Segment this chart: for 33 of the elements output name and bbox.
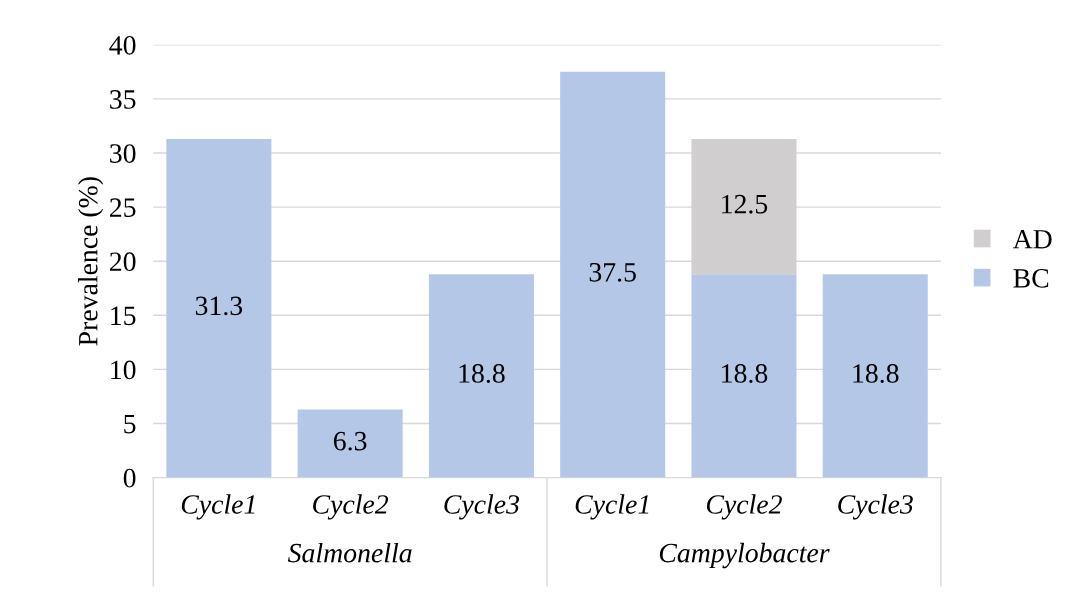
y-tick-label: 40	[109, 35, 136, 55]
x-tick-label: Cycle1	[575, 494, 649, 520]
y-tick-label: 5	[124, 414, 136, 434]
x-tick-label: Cycle1	[181, 494, 255, 520]
data-label: 6.3	[333, 431, 367, 451]
text: Campylobacter	[659, 542, 830, 569]
y-tick-label: 35	[110, 90, 136, 109]
y-tick-label: 30	[110, 144, 136, 163]
y-axis-title: Prevalence (%)	[78, 177, 104, 346]
bar	[428, 274, 534, 478]
data-label: 18.8	[722, 364, 768, 383]
bar	[297, 409, 403, 478]
x-tick-label: Cycle2	[313, 494, 389, 520]
data-label: 18.8	[853, 364, 899, 383]
y-tick-label: 15	[111, 306, 136, 326]
data-label: 12.5	[722, 194, 768, 214]
y-tick-label: 20	[109, 252, 136, 272]
x-tick-label: Cycle3	[838, 494, 913, 520]
data-label: 37.5	[589, 263, 636, 282]
y-tick-label: 10	[111, 360, 136, 380]
legend-label: BC	[1013, 269, 1049, 288]
bar	[166, 138, 272, 478]
x-tick-label: Cycle3	[444, 494, 520, 520]
data-label: 18.8	[459, 364, 505, 383]
y-tick-label: 25	[109, 198, 136, 217]
bar	[691, 274, 797, 478]
text: Salmonella	[287, 542, 412, 563]
data-label: 31.3	[195, 296, 243, 316]
legend-label: AD	[1012, 229, 1052, 249]
bar	[560, 71, 666, 478]
bar	[822, 274, 928, 478]
x-tick-label: Cycle2	[706, 494, 782, 520]
y-tick-label: 0	[123, 468, 136, 488]
